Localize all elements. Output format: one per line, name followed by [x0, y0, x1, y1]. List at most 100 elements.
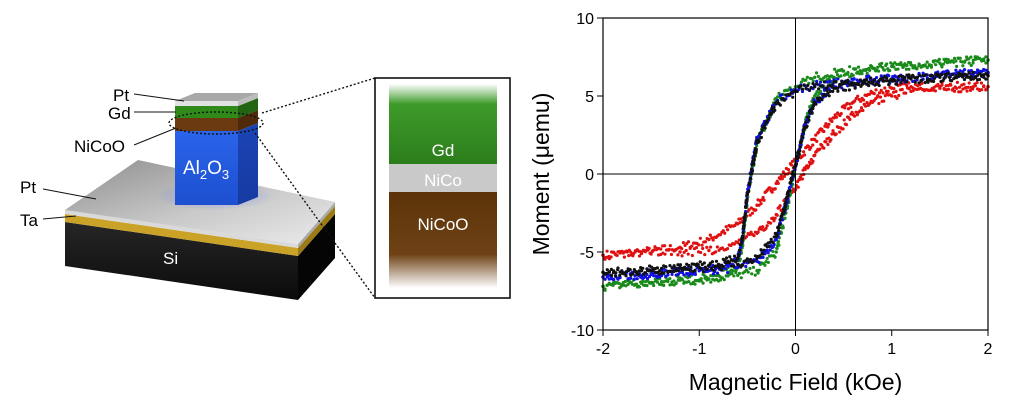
data-point: [980, 59, 984, 63]
data-point: [723, 231, 727, 235]
data-point: [861, 108, 865, 113]
data-point: [952, 56, 957, 61]
label-pt-top: Pt: [113, 86, 129, 105]
data-point: [838, 130, 842, 134]
label-nicoo: NiCoO: [74, 137, 125, 156]
data-point: [905, 63, 909, 68]
data-point: [957, 71, 961, 75]
data-point: [969, 55, 973, 59]
data-point: [836, 77, 840, 81]
data-point: [650, 272, 654, 277]
gd-layer-side: [238, 98, 258, 118]
data-point: [965, 57, 969, 61]
data-point: [703, 252, 707, 257]
data-point: [747, 260, 751, 264]
data-point: [868, 76, 873, 80]
data-point: [962, 77, 967, 82]
data-point: [763, 263, 767, 267]
data-point: [709, 280, 713, 284]
data-point: [744, 198, 748, 203]
data-point: [772, 235, 776, 239]
data-point: [783, 205, 787, 209]
data-point: [891, 90, 896, 94]
data-point: [732, 264, 736, 268]
data-point: [792, 89, 796, 93]
pt-cap-top: [175, 93, 258, 101]
data-point: [969, 74, 973, 79]
data-point: [616, 277, 620, 281]
data-point: [804, 87, 808, 91]
data-point: [652, 283, 656, 288]
x-tick-label: 1: [887, 341, 896, 358]
data-point: [819, 142, 823, 147]
data-point: [838, 82, 842, 87]
data-point: [774, 250, 778, 254]
al2o3-o: O: [207, 158, 222, 179]
data-point: [633, 269, 637, 273]
data-point: [809, 86, 813, 90]
data-point: [830, 119, 834, 124]
data-point: [844, 72, 848, 76]
data-point: [771, 249, 775, 254]
data-point: [929, 65, 934, 69]
data-point: [769, 237, 773, 241]
data-point: [879, 74, 883, 78]
data-point: [740, 239, 744, 243]
data-point: [812, 154, 816, 158]
data-point: [865, 71, 869, 75]
inset-nicoo-layer: [389, 192, 497, 288]
data-point: [676, 268, 680, 273]
data-point: [931, 60, 936, 64]
data-point: [685, 271, 689, 276]
data-point: [867, 92, 872, 96]
data-point: [826, 84, 830, 88]
data-point: [967, 81, 971, 85]
data-point: [703, 240, 708, 244]
data-point: [898, 63, 902, 67]
series-0: [601, 80, 990, 261]
data-point: [975, 78, 980, 82]
data-point: [807, 160, 812, 164]
data-point: [737, 248, 741, 253]
data-point: [811, 103, 816, 108]
data-point: [637, 254, 642, 258]
data-point: [913, 80, 917, 84]
data-point: [629, 250, 633, 254]
data-point: [746, 232, 750, 236]
series-3: [601, 70, 990, 278]
data-point: [627, 253, 631, 258]
data-point: [806, 115, 810, 120]
data-point: [801, 135, 805, 139]
data-point: [758, 131, 762, 135]
data-point: [691, 280, 696, 284]
data-point: [721, 229, 725, 233]
data-point: [917, 63, 921, 68]
data-point: [759, 136, 763, 140]
data-point: [682, 281, 686, 285]
data-point: [605, 249, 609, 253]
data-point: [642, 249, 646, 253]
data-point: [717, 248, 721, 252]
data-point: [762, 198, 766, 202]
data-point: [718, 275, 722, 279]
data-point: [680, 277, 684, 281]
data-point: [686, 240, 691, 244]
data-point: [843, 122, 847, 126]
data-point: [750, 272, 754, 276]
data-point: [888, 85, 892, 89]
data-point: [637, 249, 641, 254]
data-point: [746, 190, 750, 194]
data-point: [780, 97, 784, 101]
data-point: [724, 256, 729, 260]
data-point: [919, 79, 923, 83]
data-point: [945, 61, 950, 65]
data-point: [732, 254, 737, 258]
data-point: [940, 65, 944, 69]
data-point: [705, 236, 709, 241]
data-point: [841, 81, 846, 86]
data-point: [902, 91, 906, 95]
data-point: [670, 266, 674, 270]
data-point: [984, 55, 988, 59]
data-point: [843, 88, 848, 92]
